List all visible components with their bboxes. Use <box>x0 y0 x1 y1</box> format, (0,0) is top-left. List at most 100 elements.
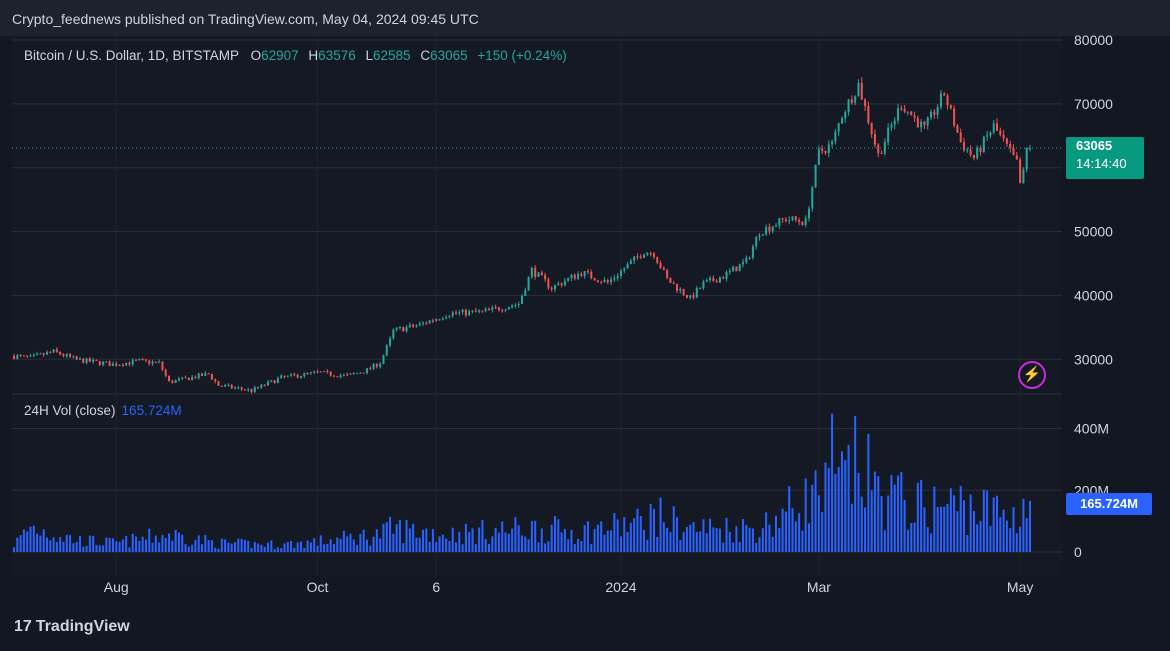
candle-body <box>992 123 995 133</box>
volume-bar <box>939 506 942 552</box>
low-label: L <box>365 48 373 63</box>
volume-bar <box>339 538 342 552</box>
candle-body <box>316 371 319 373</box>
volume-bar <box>385 521 388 552</box>
volume-tick-label: 0 <box>1074 544 1082 560</box>
volume-bar <box>65 534 68 552</box>
volume-bar <box>887 495 890 552</box>
volume-bar <box>280 548 283 552</box>
symbol-name[interactable]: Bitcoin / U.S. Dollar, 1D, BITSTAMP <box>24 48 239 63</box>
volume-bar <box>930 533 933 552</box>
candle-body <box>501 310 504 312</box>
volume-bar <box>920 479 923 552</box>
volume-bar <box>111 538 114 552</box>
volume-bar <box>570 529 573 552</box>
volume-bar <box>610 530 613 552</box>
volume-bar <box>342 530 345 552</box>
volume-bar <box>266 542 270 552</box>
volume-bar <box>778 527 781 552</box>
candle-body <box>986 135 989 137</box>
candle-body <box>131 359 134 365</box>
volume-bar <box>537 542 540 552</box>
volume-bar <box>553 516 557 552</box>
candle-body <box>1005 138 1008 145</box>
candle-body <box>62 354 65 357</box>
candle-body <box>247 389 250 391</box>
volume-bar <box>323 544 326 552</box>
candle-body <box>141 359 144 361</box>
candle-body <box>976 147 979 159</box>
volume-bar <box>867 433 870 552</box>
candle-body <box>662 268 665 270</box>
volume-bar <box>62 541 65 552</box>
volume-bar <box>270 540 273 552</box>
candle-body <box>39 353 42 355</box>
volume-label[interactable]: 24H Vol (close) <box>24 403 116 418</box>
open-label: O <box>250 48 262 63</box>
candle-body <box>563 281 566 286</box>
candle-body <box>814 164 817 188</box>
candle-body <box>445 317 448 319</box>
candle-body <box>755 237 758 247</box>
volume-bar <box>850 503 853 552</box>
volume-bar <box>98 545 101 552</box>
candle-body <box>12 356 16 359</box>
volume-bar <box>154 535 157 552</box>
volume-bar <box>108 537 111 552</box>
volume-bar <box>821 511 824 552</box>
volume-bar <box>857 472 860 552</box>
volume-bar <box>712 527 715 552</box>
candle-body <box>379 363 382 367</box>
candle-body <box>191 376 194 381</box>
candle-body <box>204 373 207 376</box>
candle-body <box>840 118 843 124</box>
candle-body <box>534 267 537 277</box>
volume-bar <box>69 535 72 552</box>
candle-body <box>692 295 695 298</box>
candle-body <box>306 372 309 374</box>
volume-bar <box>943 506 946 552</box>
volume-bar <box>29 526 32 552</box>
volume-bar <box>715 528 718 552</box>
candle-body <box>484 308 487 311</box>
volume-bar <box>181 534 184 552</box>
volume-bar <box>405 520 408 552</box>
volume-bar <box>1022 498 1025 552</box>
candle-body <box>735 266 738 272</box>
volume-bar <box>804 478 807 552</box>
chart-area[interactable] <box>12 36 1062 576</box>
candle-body <box>224 385 227 387</box>
volume-bar <box>507 533 510 552</box>
candle-body <box>989 132 992 136</box>
volume-bar <box>745 524 748 552</box>
volume-bar <box>623 517 626 552</box>
volume-bar <box>105 537 108 552</box>
candle-body <box>237 387 240 389</box>
volume-bar <box>633 518 636 552</box>
volume-bar <box>527 539 530 552</box>
candle-body <box>428 320 431 324</box>
volume-bar <box>755 542 758 552</box>
volume-bar <box>774 515 778 552</box>
tradingview-logo[interactable]: 17 TradingView <box>14 618 130 636</box>
candle-body <box>266 381 270 386</box>
candle-body <box>619 270 622 277</box>
volume-bar <box>1012 507 1015 552</box>
volume-bar <box>204 534 207 552</box>
volume-bar <box>511 528 514 552</box>
candle-body <box>784 219 787 222</box>
candle-body <box>481 310 484 312</box>
volume-bar <box>283 543 286 552</box>
volume-bar <box>646 539 649 552</box>
volume-bar <box>501 521 504 552</box>
candle-body <box>1015 155 1018 160</box>
candle-body <box>408 324 411 328</box>
volume-bar <box>382 523 385 552</box>
lightning-icon[interactable]: ⚡ <box>1018 361 1046 389</box>
candle-body <box>72 356 75 358</box>
candle-body <box>946 95 949 106</box>
high-label: H <box>308 48 319 63</box>
volume-bar <box>969 494 972 552</box>
volume-bar <box>972 510 975 552</box>
